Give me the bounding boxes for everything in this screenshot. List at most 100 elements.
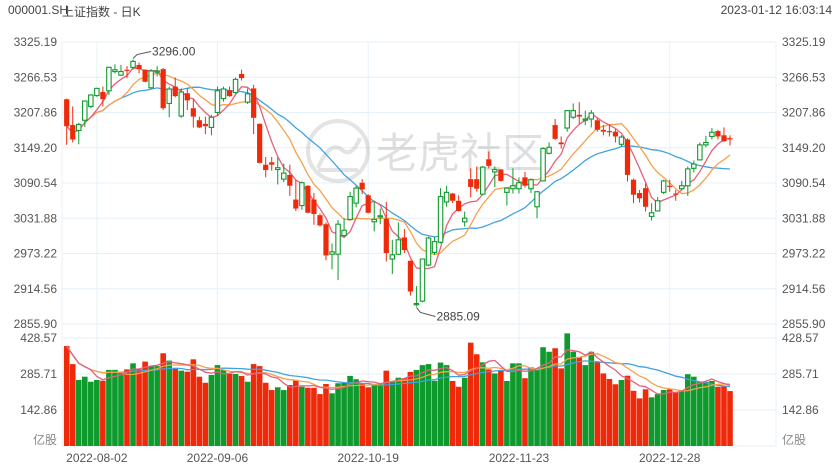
time-axis-label: 2022-09-06 — [187, 451, 249, 465]
volume-bar — [112, 369, 118, 446]
candle-body — [510, 185, 516, 190]
candle-body — [648, 212, 655, 217]
candle — [196, 116, 202, 129]
candle-body — [226, 90, 233, 97]
candle — [401, 228, 407, 254]
annotations: 3296.00 2885.09 — [132, 45, 480, 323]
volume-bar — [552, 348, 558, 446]
candle-body — [516, 182, 522, 190]
candle-body — [70, 125, 76, 140]
volume-bar — [383, 370, 390, 446]
volume-bar — [691, 376, 697, 446]
volume-bar — [612, 384, 619, 446]
candle — [407, 260, 414, 296]
candle-body — [576, 114, 582, 117]
volume-bar — [431, 380, 438, 446]
candle — [425, 236, 432, 267]
volume-bar — [220, 369, 227, 446]
time-axis-label: 2022-12-28 — [639, 451, 701, 465]
volume-bar — [473, 354, 480, 446]
candle-body — [124, 69, 130, 71]
volume-unit-left: 亿股 — [33, 432, 57, 447]
volume-bar — [160, 353, 166, 446]
candle — [329, 243, 335, 270]
candle-body — [709, 131, 715, 138]
volume-bar — [268, 390, 275, 446]
volume-bar — [588, 351, 595, 446]
candle-body — [534, 191, 540, 208]
candle-body — [100, 91, 106, 100]
candle — [136, 62, 142, 74]
candle-body — [251, 88, 257, 118]
volume-bar — [522, 378, 528, 446]
candle-body — [293, 199, 299, 209]
candle-body — [172, 86, 178, 97]
candle — [721, 127, 727, 142]
candle-body — [691, 163, 697, 169]
candle-body — [154, 70, 160, 73]
candle — [450, 192, 456, 204]
candle-body — [299, 182, 305, 207]
candle — [154, 66, 160, 77]
candle-body — [642, 188, 649, 207]
candle-body — [274, 167, 281, 171]
candle — [648, 203, 655, 221]
volume-bar — [75, 379, 82, 446]
price-axis-label-left: 3090.54 — [14, 176, 58, 190]
candle-body — [118, 71, 124, 76]
candle — [112, 64, 118, 74]
volume-bar — [461, 377, 468, 446]
volume-bar — [69, 364, 76, 446]
volume-bar — [154, 366, 160, 446]
volume-bar — [353, 379, 359, 446]
candle-body — [558, 142, 564, 145]
candle — [709, 128, 715, 140]
candle — [715, 129, 721, 140]
candle — [443, 185, 450, 207]
candle — [341, 218, 347, 237]
candle-body — [660, 180, 667, 193]
candle — [251, 84, 257, 135]
volume-bar — [196, 376, 203, 446]
volume-bar — [558, 368, 564, 446]
candle — [534, 191, 540, 219]
candle — [226, 86, 233, 97]
candle — [540, 147, 546, 182]
candle — [474, 166, 480, 192]
candle-body — [365, 195, 371, 213]
candle-body — [461, 217, 468, 223]
timestamp: 2023-01-12 16:03:14 — [720, 3, 832, 17]
candle-body — [727, 138, 733, 140]
volume-bar — [323, 384, 329, 446]
candle — [667, 179, 673, 192]
candle — [274, 157, 281, 185]
price-axis-label-right: 3207.86 — [782, 106, 826, 120]
candle-body — [654, 200, 661, 212]
volume-bar — [594, 362, 601, 446]
candle — [673, 189, 679, 201]
candle — [697, 142, 703, 161]
volume-bar — [190, 359, 197, 446]
candle-body — [667, 185, 673, 187]
candle — [281, 163, 287, 183]
candle-body — [443, 191, 450, 203]
candle — [317, 213, 323, 227]
candle — [546, 142, 552, 155]
candle — [142, 69, 148, 83]
candle — [606, 125, 612, 137]
candle-body — [323, 224, 329, 256]
price-axis-label-left: 3207.86 — [14, 106, 58, 120]
price-axis-label-right: 3325.19 — [782, 35, 826, 49]
candle — [130, 59, 136, 70]
candle — [552, 119, 558, 141]
candle — [178, 88, 185, 118]
candle — [100, 86, 106, 107]
candle — [311, 192, 317, 225]
candle-body — [142, 69, 148, 82]
candle-body — [220, 88, 227, 100]
candle-body — [238, 73, 245, 79]
candle — [166, 86, 172, 118]
volume-bar — [516, 363, 522, 446]
candle-body — [552, 125, 558, 139]
